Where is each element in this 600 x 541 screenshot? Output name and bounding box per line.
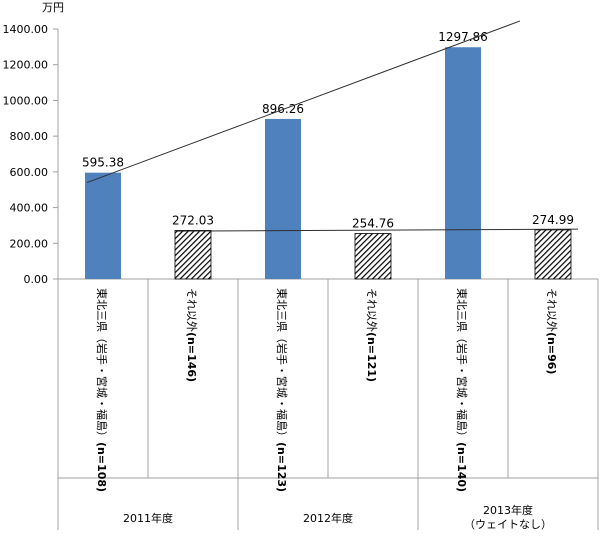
trendline xyxy=(176,228,579,232)
group-label: 2011年度 xyxy=(123,511,173,525)
y-tick-label: 1200.00 xyxy=(3,59,49,72)
group-sublabel: （ウェイトなし） xyxy=(464,518,552,531)
bar xyxy=(85,172,121,279)
bar xyxy=(534,229,572,280)
category-label: 東北三県（岩手・宮城・福島）(n=140) xyxy=(455,288,469,492)
data-label: 595.38 xyxy=(82,156,124,170)
category-label-n: (n=121) xyxy=(365,332,378,382)
y-tick-label: 400.00 xyxy=(10,202,49,215)
y-tick-label: 200.00 xyxy=(10,237,49,250)
trendline xyxy=(86,20,521,184)
data-label: 274.99 xyxy=(532,213,574,227)
category-label: 東北三県（岩手・宮城・福島）(n=108) xyxy=(95,288,109,492)
y-tick-label: 600.00 xyxy=(10,166,49,179)
category-labels: 東北三県（岩手・宮城・福島）(n=108)それ以外(n=146) 東北三県（岩手・… xyxy=(57,279,599,531)
category-label: それ以外(n=96) xyxy=(545,288,558,374)
data-label: 272.03 xyxy=(172,213,214,227)
data-label: 254.76 xyxy=(352,217,394,231)
y-tick-label: 0.00 xyxy=(24,273,49,286)
category-label-main: 東北三県（岩手・宮城・福島） xyxy=(275,288,289,442)
category-label-n: (n=140) xyxy=(455,442,468,492)
category-label-n: (n=123) xyxy=(275,442,288,492)
category-label-main: それ以外 xyxy=(365,288,378,332)
category-label: それ以外(n=121) xyxy=(365,288,378,382)
category-label-main: 東北三県（岩手・宮城・福島） xyxy=(455,288,469,442)
category-label-main: それ以外 xyxy=(545,288,558,332)
group-label: 2012年度 xyxy=(303,511,353,525)
y-tick-label: 800.00 xyxy=(10,130,49,143)
category-label-main: それ以外 xyxy=(185,288,198,332)
y-tick-label: 1000.00 xyxy=(3,94,49,107)
bar xyxy=(445,47,481,279)
category-label-n: (n=146) xyxy=(185,332,198,382)
y-axis-unit-label: 万円 xyxy=(42,1,64,14)
y-tick-label: 1400.00 xyxy=(3,23,49,36)
data-label: 1297.86 xyxy=(438,30,488,44)
category-label-n: (n=108) xyxy=(95,442,108,492)
trendlines xyxy=(86,20,579,232)
category-label: それ以外(n=146) xyxy=(185,288,198,382)
bar xyxy=(354,233,392,280)
category-label-n: (n=96) xyxy=(545,332,558,374)
bar xyxy=(265,118,301,279)
category-label: 東北三県（岩手・宮城・福島）(n=123) xyxy=(275,288,289,492)
group-label: 2013年度 xyxy=(483,503,533,517)
category-label-main: 東北三県（岩手・宮城・福島） xyxy=(95,288,109,442)
bar xyxy=(174,230,212,280)
